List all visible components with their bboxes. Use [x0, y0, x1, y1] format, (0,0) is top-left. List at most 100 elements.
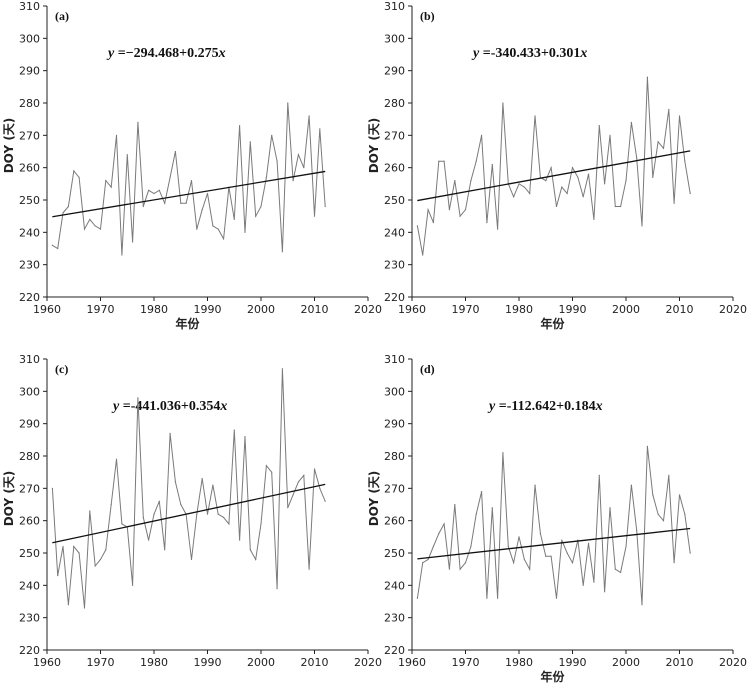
data-point-1994	[593, 581, 595, 583]
data-point-1963	[427, 209, 429, 211]
data-point-1987	[555, 205, 558, 208]
y-tick-label: 230	[19, 259, 40, 272]
y-axis-title: DOY (天)	[367, 118, 381, 174]
data-point-1972	[110, 186, 112, 188]
data-point-1987	[190, 558, 193, 561]
chart-panel-3: 220 230 240 250 260 270 280 290 300 310 1960 1970 19…	[2, 353, 382, 669]
data-point-1983	[534, 115, 536, 117]
data-point-1985	[180, 202, 182, 204]
data-point-2004	[646, 76, 649, 78]
data-point-1968	[89, 218, 91, 220]
x-axis-title: 年份	[540, 316, 565, 331]
y-tick-label: 310	[19, 353, 40, 366]
data-point-2008	[303, 474, 305, 476]
panel-label: (d)	[420, 362, 435, 376]
x-axis-title: 年份	[540, 669, 565, 684]
data-point-1988	[561, 186, 563, 188]
data-point-1994	[228, 523, 230, 525]
data-point-1969	[94, 565, 96, 567]
data-point-1966	[78, 552, 80, 554]
data-point-1999	[255, 215, 257, 217]
y-tick-label: 240	[384, 226, 405, 239]
data-point-2010	[313, 215, 316, 217]
data-point-1999	[255, 558, 257, 561]
data-point-1972	[475, 160, 477, 162]
x-tick-label: 1980	[140, 656, 168, 669]
y-tick-label: 220	[19, 291, 40, 304]
regression-equation: y =-441.036+0.354x	[111, 399, 227, 414]
data-point-1967	[448, 568, 451, 570]
data-point-1982	[164, 549, 166, 551]
x-tick-label: 1970	[452, 656, 480, 669]
data-point-1967	[448, 209, 451, 211]
x-tick-label: 1960	[33, 303, 61, 316]
equation-y-variable: y	[106, 46, 115, 61]
x-tick-label: 2000	[247, 303, 275, 316]
x-axis-title: 年份	[175, 316, 200, 331]
data-point-2010	[678, 494, 681, 496]
data-point-1976	[132, 241, 134, 243]
doy-series-line	[52, 102, 326, 256]
panel-label: (a)	[55, 9, 69, 23]
y-tick-label: 290	[384, 65, 405, 78]
data-point-2012	[689, 552, 691, 554]
data-point-1964	[432, 222, 434, 224]
x-tick-label: 2020	[354, 303, 382, 316]
y-tick-label: 250	[19, 194, 40, 207]
data-point-1991	[577, 176, 579, 178]
y-tick-label: 260	[19, 515, 40, 528]
data-point-1973	[115, 134, 118, 136]
x-tick-label: 1970	[87, 656, 115, 669]
data-point-1982	[529, 568, 531, 570]
data-point-2008	[303, 167, 305, 169]
data-point-1989	[566, 552, 568, 554]
y-tick-label: 260	[19, 162, 40, 175]
data-point-1993	[222, 516, 225, 519]
data-point-1972	[475, 513, 477, 515]
data-point-1980	[518, 536, 520, 538]
y-tick-label: 260	[384, 162, 405, 175]
x-tick-label: 2010	[666, 303, 694, 316]
data-point-2004	[281, 368, 283, 370]
data-point-1990	[571, 167, 574, 169]
x-tick-label: 2020	[354, 656, 382, 669]
data-point-1995	[598, 474, 600, 476]
data-point-1969	[459, 568, 461, 570]
data-point-1977	[502, 452, 504, 454]
data-point-1971	[470, 545, 472, 548]
equation-x-variable: x	[218, 46, 226, 61]
x-tick-label: 1960	[33, 656, 61, 669]
data-point-2007	[662, 520, 665, 522]
data-point-1971	[470, 180, 472, 182]
y-tick-label: 240	[19, 226, 40, 239]
data-point-1995	[598, 125, 600, 127]
data-point-1997	[609, 134, 611, 136]
x-tick-label: 1960	[398, 656, 426, 669]
data-point-2001	[630, 484, 632, 486]
trend-line	[417, 527, 691, 560]
data-point-1966	[78, 176, 80, 178]
y-tick-label: 230	[384, 259, 405, 272]
data-point-1973	[480, 490, 483, 493]
data-point-1999	[620, 571, 622, 574]
data-point-1990	[206, 513, 209, 515]
data-point-2001	[630, 121, 632, 123]
chart-panel-1: 220 230 240 250 260 270 280 290 300 310 1960 1970 19…	[2, 0, 382, 331]
data-point-1981	[523, 186, 525, 188]
data-point-1993	[587, 542, 590, 544]
x-tick-label: 1990	[194, 303, 222, 316]
data-point-1988	[561, 539, 563, 541]
data-point-1975	[491, 163, 493, 166]
data-point-1964	[67, 604, 69, 606]
data-point-1999	[620, 205, 622, 208]
data-point-1976	[132, 584, 134, 586]
y-tick-label: 250	[384, 194, 405, 207]
y-tick-label: 240	[384, 579, 405, 592]
data-point-2000	[260, 205, 262, 208]
data-point-2003	[641, 225, 643, 227]
data-point-1998	[249, 141, 251, 143]
data-point-1970	[464, 562, 467, 564]
data-point-1986	[550, 167, 552, 169]
y-tick-label: 300	[19, 32, 40, 45]
data-point-1979	[513, 562, 515, 564]
